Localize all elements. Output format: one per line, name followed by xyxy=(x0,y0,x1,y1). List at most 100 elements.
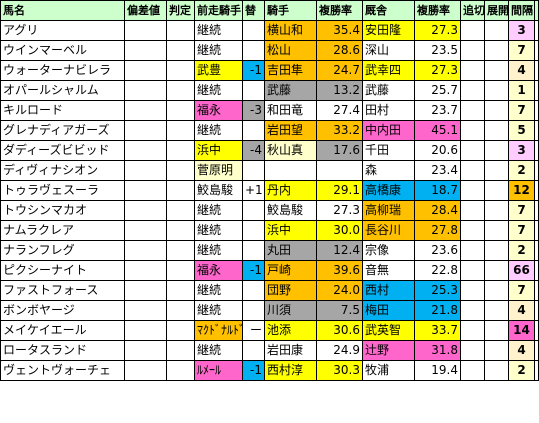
judgement-cell[interactable] xyxy=(166,160,195,181)
blank-cell[interactable] xyxy=(534,200,539,221)
jockey-change[interactable]: -4 xyxy=(242,140,265,161)
jockey-rate[interactable]: 12.4 xyxy=(316,240,363,261)
header-trainer-rate[interactable]: 複勝率 xyxy=(414,0,461,21)
jockey-change[interactable] xyxy=(242,300,265,321)
jockey-change[interactable] xyxy=(242,80,265,101)
judgement-cell[interactable] xyxy=(166,300,195,321)
trainer-rate[interactable]: 25.7 xyxy=(414,80,461,101)
jockey-rate[interactable]: 24.0 xyxy=(316,280,363,301)
pace-cell[interactable] xyxy=(484,40,509,61)
workout-cell[interactable] xyxy=(460,20,485,41)
trainer-rate[interactable]: 23.4 xyxy=(414,160,461,181)
judgement-cell[interactable] xyxy=(166,100,195,121)
interval-weeks[interactable]: 3 xyxy=(508,140,535,161)
pace-cell[interactable] xyxy=(484,260,509,281)
jockey-name[interactable]: 丹内 xyxy=(264,180,317,201)
workout-cell[interactable] xyxy=(460,100,485,121)
jockey-name[interactable]: 浜中 xyxy=(264,220,317,241)
trainer-name[interactable]: 武藤 xyxy=(362,80,415,101)
blank-cell[interactable] xyxy=(534,20,539,41)
deviation-cell[interactable] xyxy=(124,320,167,341)
prev-jockey[interactable]: 菅原明 xyxy=(194,160,243,181)
trainer-rate[interactable]: 18.7 xyxy=(414,180,461,201)
trainer-name[interactable]: 梅田 xyxy=(362,300,415,321)
trainer-rate[interactable]: 27.8 xyxy=(414,220,461,241)
judgement-cell[interactable] xyxy=(166,340,195,361)
trainer-name[interactable]: 高橋康 xyxy=(362,180,415,201)
header-jockey[interactable]: 騎手 xyxy=(264,0,317,21)
workout-cell[interactable] xyxy=(460,220,485,241)
trainer-rate[interactable]: 27.3 xyxy=(414,60,461,81)
deviation-cell[interactable] xyxy=(124,200,167,221)
interval-weeks[interactable]: 4 xyxy=(508,60,535,81)
deviation-cell[interactable] xyxy=(124,160,167,181)
judgement-cell[interactable] xyxy=(166,360,195,381)
interval-weeks[interactable]: 2 xyxy=(508,240,535,261)
header-judgement[interactable]: 判定 xyxy=(166,0,195,21)
judgement-cell[interactable] xyxy=(166,260,195,281)
interval-weeks[interactable]: 7 xyxy=(508,100,535,121)
jockey-name[interactable]: 岩田望 xyxy=(264,120,317,141)
jockey-rate[interactable] xyxy=(316,160,363,181)
jockey-change[interactable]: ー xyxy=(242,320,265,341)
trainer-name[interactable]: 武英智 xyxy=(362,320,415,341)
interval-weeks[interactable]: 14 xyxy=(508,320,535,341)
judgement-cell[interactable] xyxy=(166,140,195,161)
interval-weeks[interactable]: 4 xyxy=(508,340,535,361)
jockey-change[interactable] xyxy=(242,120,265,141)
prev-jockey[interactable]: 継続 xyxy=(194,40,243,61)
deviation-cell[interactable] xyxy=(124,60,167,81)
judgement-cell[interactable] xyxy=(166,200,195,221)
jockey-change[interactable] xyxy=(242,280,265,301)
workout-cell[interactable] xyxy=(460,280,485,301)
deviation-cell[interactable] xyxy=(124,240,167,261)
horse-name[interactable]: ダディーズビビッド xyxy=(0,140,125,161)
blank-cell[interactable] xyxy=(534,40,539,61)
pace-cell[interactable] xyxy=(484,200,509,221)
prev-jockey[interactable]: 福永 xyxy=(194,100,243,121)
judgement-cell[interactable] xyxy=(166,320,195,341)
blank-cell[interactable] xyxy=(534,60,539,81)
blank-cell[interactable] xyxy=(534,180,539,201)
horse-name[interactable]: キルロード xyxy=(0,100,125,121)
pace-cell[interactable] xyxy=(484,60,509,81)
interval-weeks[interactable]: 5 xyxy=(508,120,535,141)
blank-cell[interactable] xyxy=(534,120,539,141)
pace-cell[interactable] xyxy=(484,280,509,301)
jockey-change[interactable] xyxy=(242,340,265,361)
horse-name[interactable]: オパールシャルム xyxy=(0,80,125,101)
trainer-rate[interactable]: 23.6 xyxy=(414,240,461,261)
judgement-cell[interactable] xyxy=(166,80,195,101)
judgement-cell[interactable] xyxy=(166,240,195,261)
prev-jockey[interactable]: 継続 xyxy=(194,300,243,321)
prev-jockey[interactable]: 継続 xyxy=(194,80,243,101)
horse-name[interactable]: トゥラヴェスーラ xyxy=(0,180,125,201)
prev-jockey[interactable]: 鮫島駿 xyxy=(194,180,243,201)
header-jockey-rate[interactable]: 複勝率 xyxy=(316,0,363,21)
prev-jockey[interactable]: 継続 xyxy=(194,240,243,261)
workout-cell[interactable] xyxy=(460,120,485,141)
deviation-cell[interactable] xyxy=(124,140,167,161)
jockey-change[interactable] xyxy=(242,240,265,261)
trainer-name[interactable]: 千田 xyxy=(362,140,415,161)
trainer-name[interactable]: 牧浦 xyxy=(362,360,415,381)
jockey-rate[interactable]: 27.4 xyxy=(316,100,363,121)
horse-name[interactable]: ディヴィナシオン xyxy=(0,160,125,181)
jockey-name[interactable]: 戸崎 xyxy=(264,260,317,281)
jockey-name[interactable]: 団野 xyxy=(264,280,317,301)
jockey-name[interactable] xyxy=(264,160,317,181)
trainer-name[interactable]: 田村 xyxy=(362,100,415,121)
trainer-name[interactable]: 武幸四 xyxy=(362,60,415,81)
judgement-cell[interactable] xyxy=(166,220,195,241)
interval-weeks[interactable]: 12 xyxy=(508,180,535,201)
blank-cell[interactable] xyxy=(534,140,539,161)
workout-cell[interactable] xyxy=(460,340,485,361)
trainer-rate[interactable]: 28.4 xyxy=(414,200,461,221)
deviation-cell[interactable] xyxy=(124,360,167,381)
trainer-rate[interactable]: 20.6 xyxy=(414,140,461,161)
jockey-rate[interactable]: 17.6 xyxy=(316,140,363,161)
blank-cell[interactable] xyxy=(534,240,539,261)
pace-cell[interactable] xyxy=(484,140,509,161)
horse-name[interactable]: ロータスランド xyxy=(0,340,125,361)
horse-name[interactable]: ナランフレグ xyxy=(0,240,125,261)
